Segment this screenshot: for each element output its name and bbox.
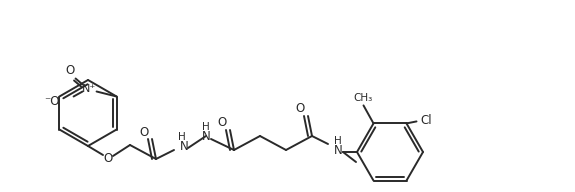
Text: N: N [334, 143, 342, 156]
Text: N⁺: N⁺ [82, 84, 95, 94]
Text: O: O [139, 127, 148, 140]
Text: ⁻O: ⁻O [44, 95, 60, 108]
Text: N: N [179, 140, 189, 152]
Text: H: H [178, 132, 186, 142]
Text: O: O [217, 117, 227, 129]
Text: O: O [296, 103, 305, 116]
Text: O: O [104, 152, 113, 166]
Text: H: H [202, 122, 210, 132]
Text: CH₃: CH₃ [354, 94, 373, 103]
Text: N: N [202, 129, 210, 142]
Text: H: H [334, 136, 342, 146]
Text: O: O [65, 64, 74, 77]
Text: Cl: Cl [421, 114, 432, 127]
